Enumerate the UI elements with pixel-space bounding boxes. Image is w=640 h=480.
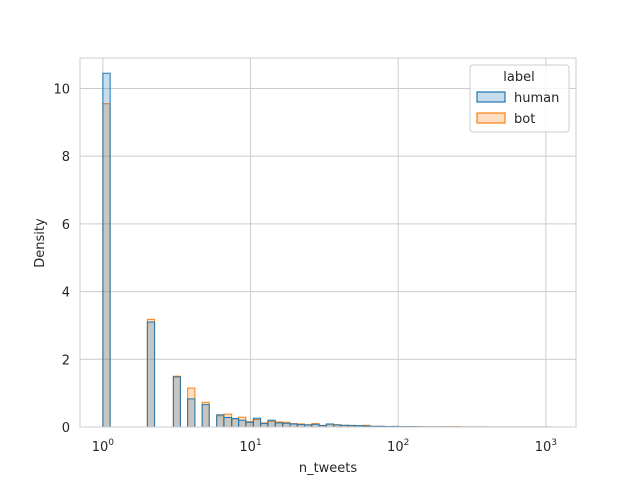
y-axis-label: Density bbox=[33, 218, 48, 268]
y-tick-label: 10 bbox=[53, 82, 70, 97]
y-ticks: 0 2 4 6 8 10 bbox=[53, 82, 70, 436]
legend-label-bot: bot bbox=[514, 112, 535, 127]
histogram-bar-human bbox=[223, 417, 233, 428]
y-tick-label: 6 bbox=[62, 218, 70, 233]
x-tick-label: 100 bbox=[92, 438, 115, 455]
histogram-bar-human bbox=[238, 419, 247, 428]
legend-box bbox=[469, 64, 570, 133]
histogram-bar-human bbox=[201, 404, 210, 428]
histogram-bar-human bbox=[245, 421, 254, 428]
axes-frame bbox=[79, 57, 577, 428]
y-tick-label: 2 bbox=[62, 353, 70, 368]
histogram-bar-human bbox=[102, 72, 111, 428]
x-tick-label: 101 bbox=[239, 438, 261, 455]
y-tick-label: 4 bbox=[62, 286, 70, 301]
x-axis-label: n_tweets bbox=[299, 461, 358, 476]
histogram-bar-human bbox=[216, 414, 225, 428]
x-ticks: 100 101 102 103 bbox=[92, 438, 557, 455]
y-tick-label: 0 bbox=[62, 421, 70, 436]
histogram-bar-human bbox=[282, 422, 291, 428]
legend-swatch-bot bbox=[476, 112, 506, 124]
histogram-bar-human bbox=[274, 422, 284, 428]
histogram-bar-human bbox=[187, 398, 196, 428]
legend-label-human: human bbox=[514, 91, 559, 106]
legend-swatch-human bbox=[476, 91, 506, 103]
legend-title: label bbox=[503, 70, 534, 85]
y-tick-label: 8 bbox=[62, 150, 70, 165]
legend: label human bot bbox=[469, 64, 570, 133]
histogram-bar-human bbox=[260, 423, 269, 428]
histogram-bar-human bbox=[267, 419, 276, 428]
x-tick-label: 102 bbox=[387, 438, 409, 455]
histogram-bar-human bbox=[231, 418, 240, 428]
histogram-bar-human bbox=[146, 321, 156, 428]
histogram-bar-human bbox=[252, 417, 262, 428]
x-tick-label: 103 bbox=[535, 438, 557, 455]
histogram-bar-human bbox=[172, 376, 181, 428]
